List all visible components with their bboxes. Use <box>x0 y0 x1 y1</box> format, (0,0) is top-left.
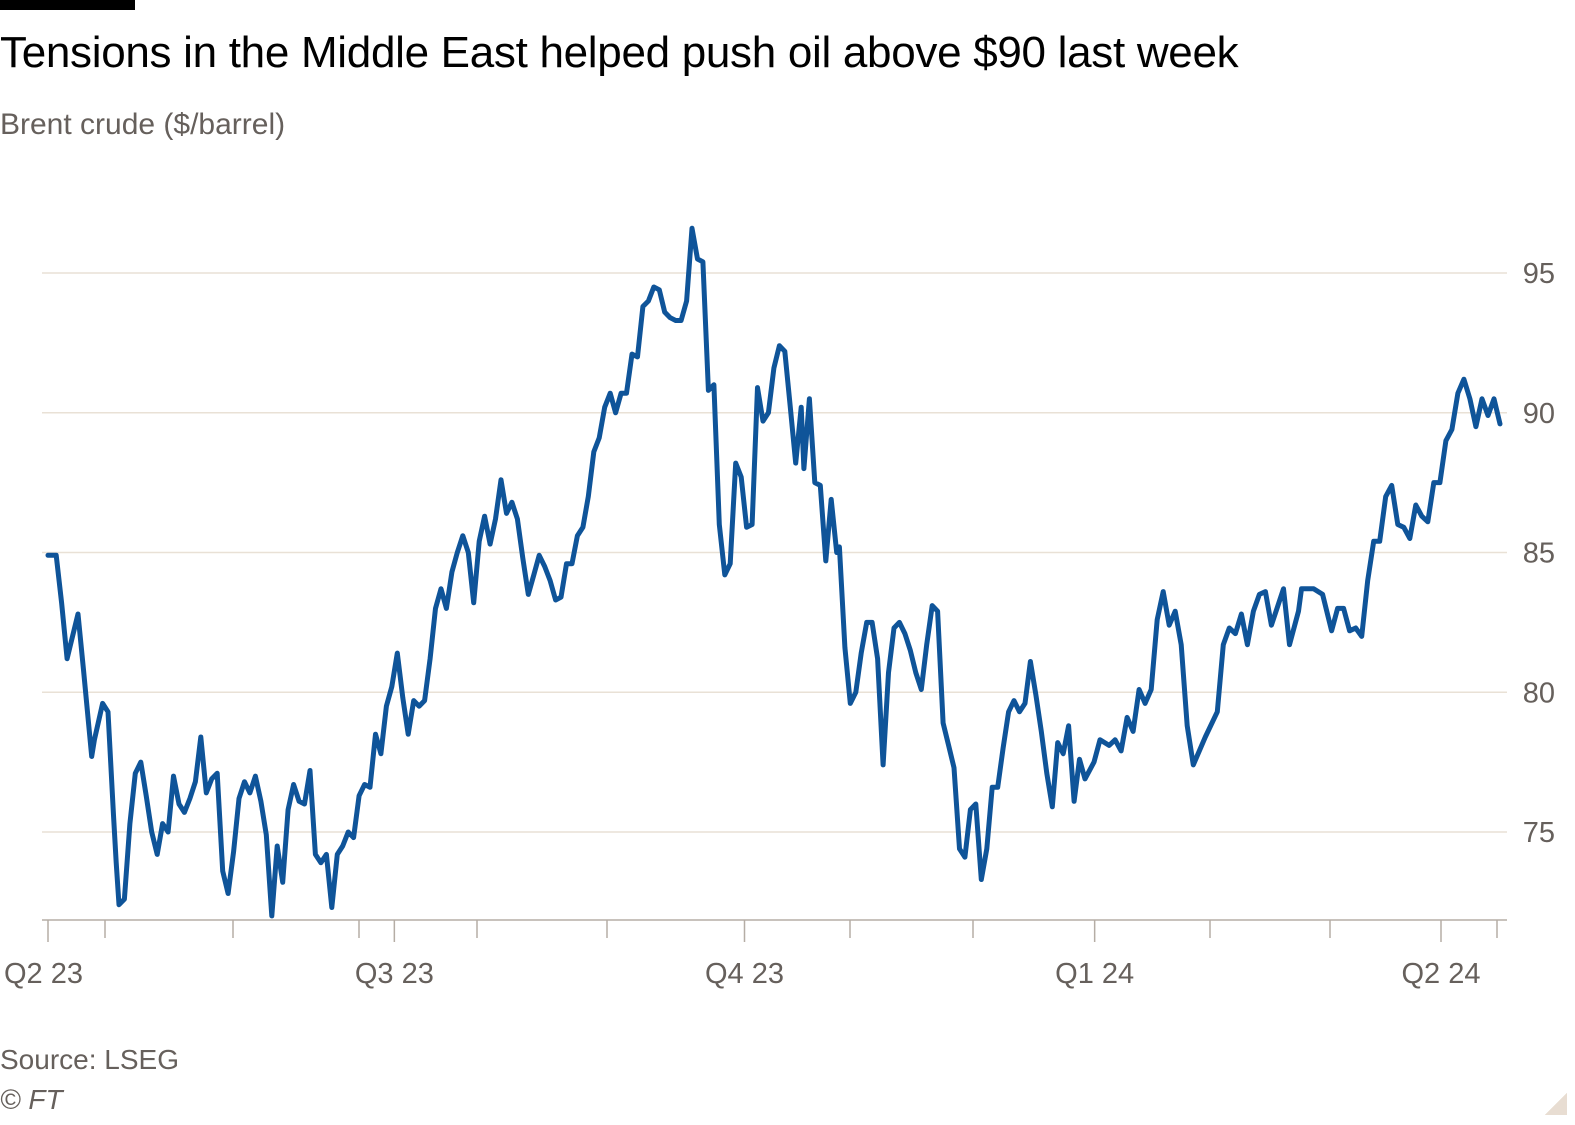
chart-title: Tensions in the Middle East helped push … <box>0 28 1239 77</box>
x-tick-label: Q3 23 <box>355 958 434 990</box>
x-tick-label: Q2 23 <box>4 958 83 990</box>
series-layer <box>45 225 1503 919</box>
source-note: Source: LSEG <box>0 1044 179 1075</box>
ft-top-bar <box>0 0 135 10</box>
y-axis-labels: 75 80 85 90 95 <box>1523 258 1555 849</box>
y-tick-label: 80 <box>1523 677 1555 709</box>
corner-fold <box>1545 1093 1567 1115</box>
x-tick-label: Q2 24 <box>1402 958 1481 990</box>
x-tick-label: Q1 24 <box>1055 958 1134 990</box>
copyright-note: © FT <box>0 1084 63 1115</box>
y-tick-label: 95 <box>1523 258 1555 290</box>
x-axis <box>42 919 1507 942</box>
x-axis-labels: Q2 23 Q3 23 Q4 23 Q1 24 Q2 24 <box>4 958 1481 990</box>
series-line-brent-crude <box>45 225 1503 919</box>
y-tick-label: 90 <box>1523 398 1555 430</box>
y-tick-label: 75 <box>1523 817 1555 849</box>
chart-subtitle: Brent crude ($/barrel) <box>0 108 286 141</box>
y-tick-label: 85 <box>1523 538 1555 570</box>
x-tick-label: Q4 23 <box>705 958 784 990</box>
